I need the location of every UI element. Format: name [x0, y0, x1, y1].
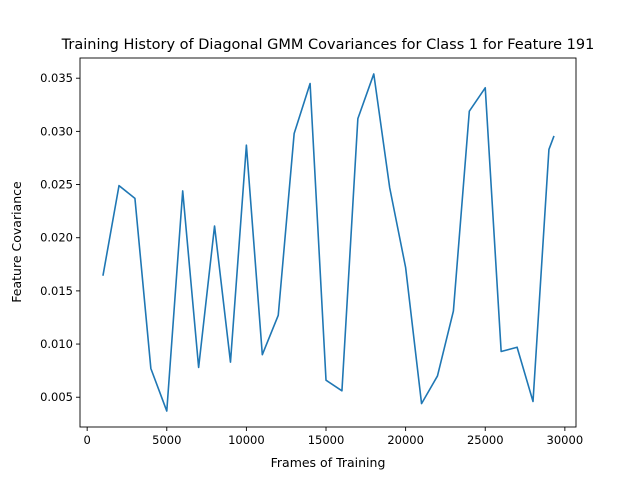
chart-title: Training History of Diagonal GMM Covaria… [61, 37, 595, 53]
x-tick-label: 30000 [547, 433, 584, 447]
y-tick-label: 0.020 [40, 231, 73, 245]
series-line-1 [102, 73, 555, 412]
y-tick-label: 0.025 [40, 178, 73, 192]
x-tick-label: 15000 [308, 433, 345, 447]
x-tick-label: 0 [84, 433, 91, 447]
plot-area: 0 5000 10000 15000 20000 25000 30000 0.005 0.010… [40, 57, 584, 447]
y-tick-label: 0.030 [40, 124, 73, 138]
y-axis-label: Feature Covariance [9, 181, 24, 303]
plot-frame [79, 57, 577, 428]
x-tick-label: 5000 [152, 433, 181, 447]
x-tick-label: 20000 [387, 433, 424, 447]
x-tick-label: 10000 [228, 433, 265, 447]
y-tick-label: 0.035 [40, 71, 73, 85]
y-tick-label: 0.005 [40, 390, 73, 404]
x-tick-label: 25000 [467, 433, 504, 447]
y-tick-label: 0.015 [40, 284, 73, 298]
y-tick-label: 0.010 [40, 337, 73, 351]
x-axis-label: Frames of Training [271, 455, 386, 470]
